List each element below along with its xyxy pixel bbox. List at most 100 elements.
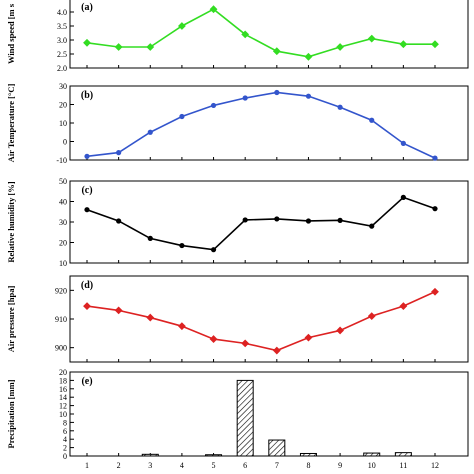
data-point [399, 40, 408, 49]
y-tick-label: 0 [63, 452, 67, 461]
y-tick-label: 18 [59, 376, 67, 385]
data-point [336, 326, 344, 335]
data-point [116, 150, 122, 156]
data-point [179, 242, 185, 249]
y-axis-label: Air Temperature [°C] [6, 84, 16, 163]
y-tick-label: 3.0 [57, 36, 67, 45]
x-tick-label: 8 [306, 461, 310, 470]
data-point [83, 38, 91, 47]
panel-tag: (c) [81, 185, 92, 196]
y-tick-label: 10 [59, 119, 67, 128]
data-point [241, 30, 250, 39]
panel-tag: (b) [81, 90, 93, 101]
data-point [178, 22, 186, 30]
data-point [432, 206, 438, 212]
data-point [367, 34, 376, 43]
bar [299, 452, 317, 457]
series-line [86, 291, 436, 352]
data-point [399, 302, 408, 311]
y-tick-label: 20 [59, 101, 67, 110]
data-point [146, 313, 155, 322]
data-point [178, 322, 186, 331]
data-point [179, 113, 185, 120]
panel-b: -10 0 10 20 30 (b) Air Temperature [°C] [6, 82, 469, 165]
y-tick-label: 16 [59, 385, 67, 394]
y-tick-label: 30 [59, 218, 67, 227]
bar [205, 454, 223, 457]
x-tick-label: 12 [431, 461, 439, 470]
series-line [86, 196, 436, 251]
data-point [400, 140, 406, 146]
y-axis-label: Air pressure [hpa] [6, 286, 16, 353]
x-tick-label: 7 [275, 461, 279, 470]
data-point [147, 235, 153, 241]
y-tick-label: 2.0 [57, 64, 67, 73]
panel-tag: (a) [81, 2, 93, 13]
data-point [336, 43, 344, 51]
series-line [86, 8, 435, 58]
y-tick-label: 4 [63, 435, 67, 444]
data-point [210, 102, 217, 109]
y-tick-label: 900 [55, 344, 67, 353]
data-point [114, 306, 123, 315]
data-point [272, 47, 281, 56]
data-point [272, 346, 281, 355]
data-point [147, 129, 153, 135]
bar [268, 439, 286, 457]
data-point [305, 218, 312, 224]
x-tick-label: 1 [85, 461, 89, 470]
y-tick-label: 3.5 [57, 22, 67, 31]
bar [363, 452, 381, 457]
data-point [304, 333, 313, 342]
data-point [304, 52, 313, 61]
data-point [209, 5, 218, 14]
plot-frame [69, 180, 469, 264]
data-point [432, 155, 438, 161]
y-tick-label: 30 [59, 82, 67, 91]
data-point [84, 153, 90, 159]
y-tick-label: 8 [63, 418, 67, 427]
data-point [114, 43, 123, 51]
panel-tag: (e) [81, 376, 92, 387]
y-axis-label: Wind speed [m s [6, 3, 16, 64]
x-tick-label: 4 [180, 461, 184, 470]
y-tick-label: 10 [59, 410, 67, 419]
panel-d: 900 910 920 (d) Air pressure [hpa] [6, 275, 469, 363]
data-point [209, 335, 218, 343]
x-tick-label: 5 [212, 461, 216, 470]
y-tick-label: 920 [55, 286, 67, 295]
plot-frame [69, 85, 469, 161]
x-tick-label: 9 [338, 461, 342, 470]
bar [394, 452, 412, 457]
bar [236, 379, 254, 457]
y-axis-label: Relative humidity [%] [6, 181, 16, 262]
y-tick-label: 10 [59, 259, 67, 268]
data-point [337, 217, 343, 223]
y-tick-label: -10 [56, 156, 67, 165]
y-tick-label: 910 [55, 315, 67, 324]
x-tick-label: 10 [368, 461, 376, 470]
panel-tag: (d) [81, 280, 93, 291]
data-point [84, 207, 90, 213]
data-point [367, 312, 376, 321]
x-tick-label: 3 [148, 461, 152, 470]
y-tick-label: 2.5 [57, 50, 67, 59]
y-tick-label: 0 [63, 138, 67, 147]
data-point [274, 89, 280, 96]
data-point [242, 217, 248, 223]
data-point [305, 93, 312, 99]
y-tick-label: 50 [59, 177, 67, 186]
y-tick-label: 12 [59, 402, 67, 411]
data-point [431, 40, 439, 49]
y-tick-label: 14 [59, 393, 67, 402]
x-tick-label: 11 [400, 461, 408, 470]
data-point [116, 218, 122, 224]
data-point [146, 43, 155, 51]
data-point [241, 339, 250, 348]
data-point [83, 302, 91, 311]
y-tick-label: 40 [59, 198, 67, 207]
panel-a: 2.0 2.5 3.0 3.5 4.0 (a) Wind speed [m s [6, 0, 469, 73]
series-line [86, 91, 436, 159]
